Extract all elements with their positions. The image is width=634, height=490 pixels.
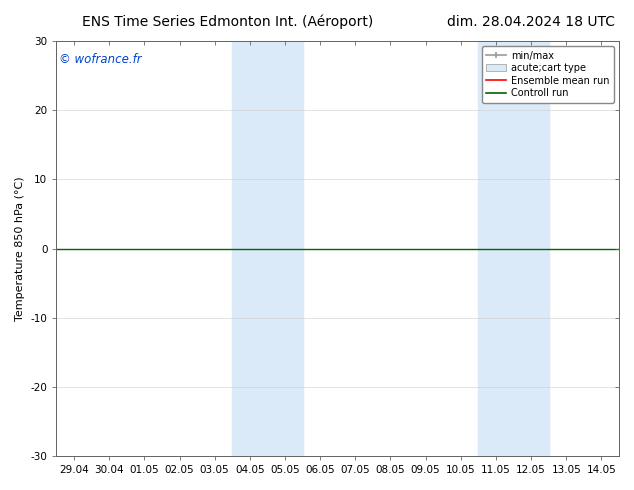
Bar xyxy=(479,41,548,456)
Text: © wofrance.fr: © wofrance.fr xyxy=(59,53,142,67)
Bar xyxy=(232,41,302,456)
Text: ENS Time Series Edmonton Int. (Aéroport): ENS Time Series Edmonton Int. (Aéroport) xyxy=(82,15,373,29)
Text: dim. 28.04.2024 18 UTC: dim. 28.04.2024 18 UTC xyxy=(447,15,615,29)
Legend: min/max, acute;cart type, Ensemble mean run, Controll run: min/max, acute;cart type, Ensemble mean … xyxy=(482,46,614,103)
Y-axis label: Temperature 850 hPa (°C): Temperature 850 hPa (°C) xyxy=(15,176,25,321)
